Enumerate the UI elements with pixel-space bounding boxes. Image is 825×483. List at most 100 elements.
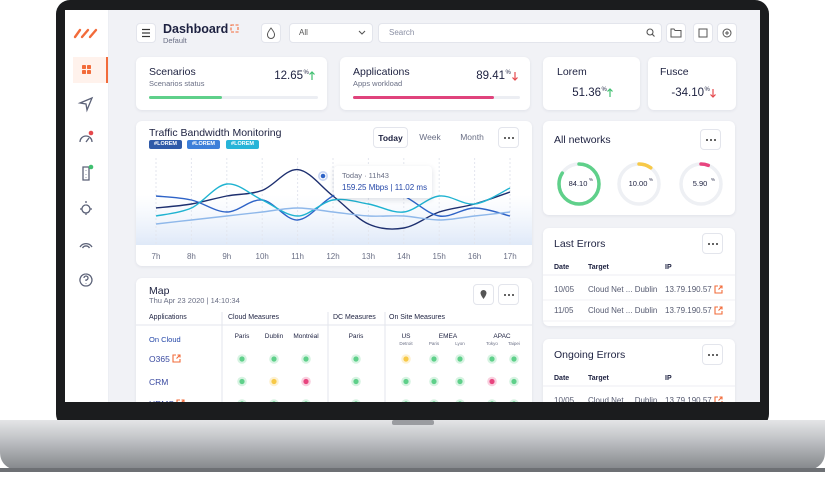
- kpi-unit: %: [303, 70, 309, 76]
- table-cell: 10/05: [554, 285, 575, 294]
- table-cell: 13.79.190.57: [665, 306, 712, 315]
- kpi-title: Lorem: [557, 66, 587, 78]
- card-title: Map: [149, 285, 170, 297]
- ellipsis-icon: [711, 242, 714, 245]
- chart-tag: #LOREM: [226, 140, 259, 149]
- status-dot: [432, 401, 436, 402]
- kpi-card: [648, 57, 736, 110]
- site-label: Taipei: [508, 341, 520, 346]
- period-tab[interactable]: Week: [419, 132, 441, 142]
- filter-value: All: [299, 28, 308, 37]
- chart-tag: #LOREM: [149, 140, 182, 149]
- subcolumn-label: Montréal: [293, 333, 319, 340]
- ellipsis-icon: [507, 293, 510, 296]
- subcolumn-label: Dublin: [264, 333, 284, 340]
- column-header: Date: [554, 264, 570, 271]
- status-dot: [304, 401, 308, 402]
- tooltip-time: Today · 11h43: [342, 171, 389, 180]
- tooltip: [334, 166, 432, 198]
- nav-signal[interactable]: [76, 235, 96, 253]
- ellipsis-icon: [709, 138, 712, 141]
- map-menu-button[interactable]: [498, 284, 519, 305]
- table-menu-button[interactable]: [702, 233, 723, 254]
- site-label: Tokyo: [486, 341, 498, 346]
- nav-settings[interactable]: [76, 200, 96, 218]
- nav-gauge[interactable]: [76, 130, 96, 148]
- menu-button[interactable]: [136, 23, 156, 43]
- search-box[interactable]: [378, 23, 662, 43]
- kpi-title: Applications: [353, 66, 410, 78]
- period-tab[interactable]: Today: [373, 127, 408, 148]
- kpi-value: 12.65: [274, 70, 303, 82]
- table-cell: Cloud Net ... Dublin: [588, 285, 658, 294]
- subcolumn-label: US: [401, 333, 411, 340]
- site-label: Paris: [428, 341, 440, 346]
- application-name[interactable]: O365: [149, 354, 170, 364]
- nav-traffic[interactable]: [76, 164, 96, 182]
- nav-send[interactable]: [76, 94, 96, 112]
- card-title: Last Errors: [554, 238, 606, 250]
- chart-menu-button[interactable]: [498, 127, 519, 148]
- page-title: Dashboard: [163, 22, 229, 36]
- kpi-subtitle: Apps workload: [353, 79, 403, 88]
- group-header: On Site Measures: [389, 314, 446, 321]
- kpi-unit: %: [704, 87, 710, 93]
- kpi-card: [136, 57, 327, 110]
- tooltip-value: 159.25 Mbps | 11.02 ms: [342, 183, 428, 192]
- column-header: Target: [588, 264, 609, 271]
- filter-select[interactable]: [289, 23, 373, 43]
- kpi-card: [340, 57, 530, 110]
- table-cell: 13.79.190.57: [665, 285, 712, 294]
- nav-help[interactable]: [76, 271, 96, 289]
- application-name[interactable]: HRMS: [149, 399, 175, 409]
- ellipsis-icon: [507, 136, 510, 139]
- donut-unit: %: [649, 177, 654, 182]
- donut-label: 84.10: [568, 179, 588, 188]
- search-placeholder: Search: [389, 28, 415, 37]
- table-cell: 13.79.190.57: [665, 396, 712, 405]
- chart-tag: #LOREM: [187, 140, 220, 149]
- donut-unit: %: [711, 177, 716, 182]
- group-header: DC Measures: [333, 314, 376, 321]
- theme-button[interactable]: [261, 23, 281, 43]
- status-dot: [272, 401, 276, 402]
- location-button[interactable]: [473, 284, 494, 305]
- application-name[interactable]: CRM: [149, 376, 169, 387]
- table-cell: 10/05: [554, 396, 575, 405]
- nav-item-active[interactable]: [73, 57, 108, 83]
- table-cell: 11/05: [554, 306, 574, 315]
- kpi-unit: %: [505, 70, 511, 76]
- status-dot: [458, 401, 462, 402]
- kpi-card: [543, 57, 640, 110]
- kpi-value: -34.10: [671, 87, 704, 99]
- column-header: Date: [554, 375, 570, 382]
- card-title: All networks: [554, 134, 611, 146]
- site-label: Detroit: [399, 341, 413, 346]
- table-menu-button[interactable]: [702, 344, 723, 365]
- status-dot: [240, 401, 244, 402]
- map-card: [136, 278, 532, 402]
- period-tab[interactable]: Month: [460, 132, 484, 142]
- folder-button[interactable]: [666, 23, 686, 43]
- status-dot: [490, 401, 494, 402]
- column-header: IP: [665, 264, 672, 271]
- kpi-unit: %: [601, 87, 607, 93]
- donut-label: 5.90: [692, 179, 708, 188]
- status-dot: [404, 401, 408, 402]
- networks-menu-button[interactable]: [700, 129, 721, 150]
- calendar-button[interactable]: [693, 23, 713, 43]
- kpi-title: Fusce: [660, 66, 689, 78]
- ellipsis-icon: [711, 353, 714, 356]
- laptop-base: [0, 420, 825, 472]
- subcolumn-label: EMEA: [438, 333, 458, 340]
- status-dot: [354, 401, 358, 402]
- status-dot: [512, 401, 516, 402]
- table-cell: Cloud Net ... Dublin: [588, 396, 658, 405]
- hinge-notch: [392, 420, 434, 425]
- subcolumn-label: Paris: [348, 333, 364, 340]
- column-header: Target: [588, 375, 609, 382]
- section-label: On Cloud: [149, 335, 181, 344]
- chart-title: Traffic Bandwidth Monitoring: [149, 127, 282, 139]
- add-button[interactable]: [717, 23, 737, 43]
